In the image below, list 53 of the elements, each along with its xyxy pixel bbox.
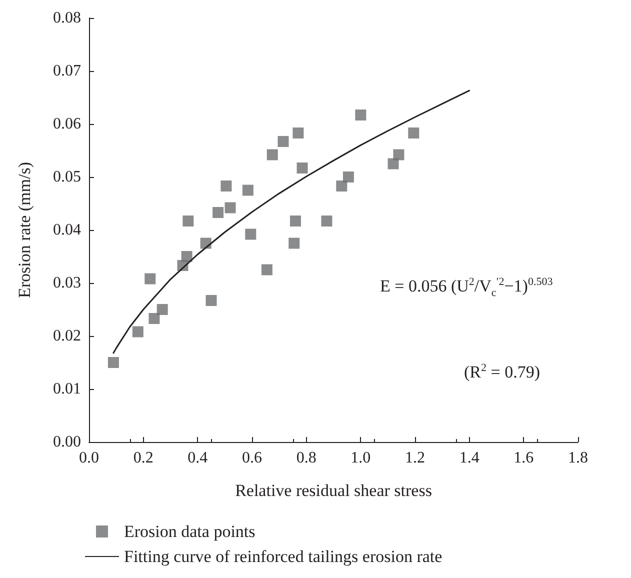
x-tick-label: 1.6 bbox=[514, 450, 534, 466]
point bbox=[266, 149, 278, 160]
x-tick-label: 0.8 bbox=[296, 450, 316, 466]
point bbox=[148, 313, 160, 324]
point bbox=[296, 162, 308, 174]
point bbox=[290, 215, 301, 226]
point bbox=[408, 128, 420, 139]
point bbox=[261, 264, 272, 276]
point bbox=[278, 136, 289, 147]
point bbox=[342, 172, 354, 182]
point bbox=[288, 238, 300, 249]
point bbox=[144, 273, 156, 284]
y-tick-label: 0.06 bbox=[53, 116, 81, 132]
y-tick-label: 0.08 bbox=[53, 10, 81, 26]
y-tick-label: 0.01 bbox=[53, 380, 81, 398]
y-tick-label: 0.07 bbox=[53, 62, 81, 80]
point bbox=[292, 128, 304, 139]
x-tick-label: 0.6 bbox=[242, 450, 262, 466]
x-tick-label: 1.4 bbox=[459, 450, 480, 466]
line-series bbox=[112, 90, 470, 354]
point bbox=[245, 228, 256, 240]
x-tick-label: 0.4 bbox=[188, 450, 208, 466]
y-tick-label: 0.03 bbox=[53, 274, 81, 292]
x-tick-label: 1.2 bbox=[405, 450, 425, 466]
y-tick-label: 0.00 bbox=[53, 434, 81, 450]
annotation: E = 0.056 (U$^{2}$/V$_{c}$$^{′2}$−1)$^{0.503}$ bbox=[380, 276, 553, 300]
y-axis-title: Erosion rate (mm/s) bbox=[15, 162, 34, 298]
x-tick-label: 1.8 bbox=[568, 450, 588, 466]
point bbox=[108, 357, 119, 368]
y-tick-label: 0.02 bbox=[53, 328, 81, 344]
x-tick-label: 0.2 bbox=[133, 450, 154, 466]
point bbox=[220, 180, 232, 192]
point bbox=[206, 294, 217, 306]
x-axis-title: Relative residual shear stress bbox=[235, 481, 432, 500]
point bbox=[321, 215, 332, 226]
point bbox=[181, 251, 192, 262]
point bbox=[182, 215, 194, 226]
point bbox=[212, 207, 224, 218]
point bbox=[388, 158, 399, 170]
point bbox=[132, 326, 144, 338]
y-tick-label: 0.04 bbox=[53, 222, 81, 238]
y-tick-label: 0.05 bbox=[53, 168, 81, 186]
point bbox=[355, 109, 366, 120]
annotation: (R$^{2}$ = 0.79) bbox=[464, 362, 540, 383]
legend-label: Erosion data points bbox=[124, 522, 256, 541]
point bbox=[336, 180, 348, 192]
point bbox=[393, 149, 404, 160]
point bbox=[242, 184, 254, 196]
x-tick-label: 1.0 bbox=[350, 450, 371, 466]
x-tick-label: 0.0 bbox=[79, 450, 99, 466]
point bbox=[224, 202, 236, 214]
point bbox=[156, 304, 168, 315]
legend-label: Fitting curve of reinforced tailings erosion rate bbox=[124, 547, 442, 566]
